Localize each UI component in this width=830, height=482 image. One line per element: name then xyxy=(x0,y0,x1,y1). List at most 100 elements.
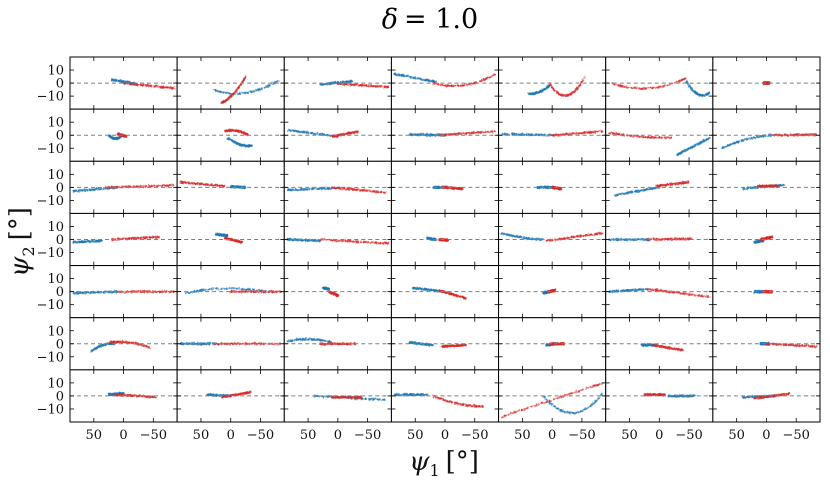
blue-point xyxy=(331,81,333,83)
blue-point xyxy=(698,94,701,97)
red-point xyxy=(118,132,121,135)
blue-point xyxy=(430,80,433,82)
blue-point xyxy=(109,135,111,138)
red-point xyxy=(119,133,122,135)
blue-point xyxy=(694,92,697,94)
red-point xyxy=(123,135,125,137)
red-point xyxy=(664,84,666,86)
red-point xyxy=(766,82,769,84)
blue-point xyxy=(767,80,769,83)
red-point xyxy=(767,82,769,84)
blue-point xyxy=(533,91,536,94)
red-point xyxy=(142,83,145,86)
red-point xyxy=(579,83,582,85)
red-point xyxy=(230,94,233,97)
red-point xyxy=(161,86,163,88)
blue-point xyxy=(110,137,113,139)
blue-point xyxy=(227,137,230,139)
red-point xyxy=(150,84,152,86)
red-point xyxy=(645,87,648,89)
blue-point xyxy=(234,141,236,144)
red-point xyxy=(461,84,464,87)
blue-point xyxy=(245,145,247,148)
blue-point xyxy=(542,89,544,92)
blue-point xyxy=(112,137,115,139)
red-point xyxy=(227,98,229,101)
blue-point xyxy=(417,77,419,79)
red-point xyxy=(581,80,583,83)
blue-point xyxy=(690,87,693,90)
red-point xyxy=(489,76,492,78)
red-point xyxy=(658,86,660,89)
red-point xyxy=(232,93,234,96)
blue-point xyxy=(242,143,245,146)
blue-point xyxy=(289,129,291,131)
blue-point xyxy=(345,80,348,82)
red-point xyxy=(124,136,127,138)
blue-point xyxy=(120,80,122,83)
blue-point xyxy=(419,77,422,80)
blue-point xyxy=(420,79,423,81)
red-point xyxy=(551,87,554,90)
red-point xyxy=(620,85,623,88)
red-point xyxy=(557,92,560,94)
blue-point xyxy=(228,92,231,95)
blue-point xyxy=(692,90,694,92)
panel-r0-c4 xyxy=(498,56,607,110)
blue-point xyxy=(697,93,700,95)
red-point xyxy=(145,85,148,88)
blue-point xyxy=(406,74,409,77)
blue-point xyxy=(700,94,703,97)
blue-point xyxy=(532,94,535,96)
blue-point xyxy=(247,144,250,147)
blue-point xyxy=(706,92,708,95)
blue-point xyxy=(128,81,130,83)
blue-point xyxy=(273,82,275,84)
blue-point xyxy=(233,93,236,95)
red-point xyxy=(359,84,362,87)
red-point xyxy=(571,91,573,94)
red-point xyxy=(471,132,474,134)
blue-point xyxy=(331,81,333,84)
red-point xyxy=(350,83,352,85)
blue-point xyxy=(222,92,225,94)
red-point xyxy=(569,92,572,95)
blue-point xyxy=(413,76,416,79)
blue-point xyxy=(116,137,119,140)
blue-point xyxy=(243,145,246,148)
red-point xyxy=(225,99,228,101)
blue-point xyxy=(124,79,126,82)
red-point xyxy=(383,86,386,88)
red-point xyxy=(437,84,440,86)
red-point xyxy=(765,82,768,85)
red-point xyxy=(612,83,615,86)
red-point xyxy=(445,85,448,88)
blue-point xyxy=(346,81,349,83)
blue-point xyxy=(413,77,415,79)
blue-point xyxy=(533,93,536,95)
red-point xyxy=(766,81,768,84)
blue-point xyxy=(394,73,397,75)
red-point xyxy=(366,85,368,87)
blue-point xyxy=(330,82,333,84)
blue-point xyxy=(412,76,415,79)
blue-point xyxy=(236,91,238,94)
blue-point xyxy=(545,86,548,89)
red-point xyxy=(136,85,139,87)
blue-point xyxy=(696,93,698,95)
panel-grid xyxy=(69,56,821,423)
blue-point xyxy=(765,82,768,85)
red-point xyxy=(159,86,161,89)
blue-point xyxy=(273,81,276,83)
red-point xyxy=(145,84,148,87)
red-point xyxy=(456,84,459,86)
red-point xyxy=(447,85,450,87)
red-point xyxy=(386,87,388,89)
red-point xyxy=(229,96,231,98)
red-point xyxy=(140,84,143,86)
red-point xyxy=(169,86,172,89)
red-point xyxy=(570,93,573,96)
blue-point xyxy=(695,91,697,93)
red-point xyxy=(553,88,555,91)
blue-point xyxy=(536,91,539,94)
